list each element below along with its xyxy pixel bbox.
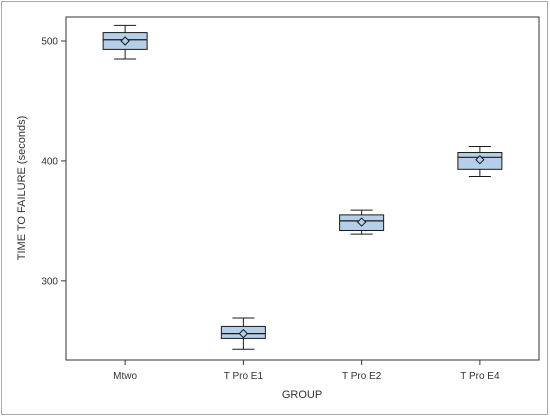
x-tick-label: Mtwo	[113, 371, 137, 382]
plot-area	[65, 16, 540, 361]
boxes	[102, 24, 503, 350]
y-axis: 300 400 500	[41, 36, 66, 287]
y-tick-label: 500	[41, 36, 58, 47]
x-axis-title: GROUP	[282, 389, 322, 401]
y-tick-label: 300	[41, 276, 58, 287]
mean-marker	[356, 217, 367, 227]
box-group	[102, 24, 148, 60]
mean-marker	[475, 155, 485, 165]
mean-marker	[238, 328, 249, 339]
x-tick-label: T Pro E4	[460, 371, 500, 382]
x-tick-label: T Pro E1	[224, 371, 264, 382]
box-group	[220, 317, 266, 350]
y-axis-title: TIME TO FAILURE (seconds)	[16, 116, 28, 260]
y-tick-label: 400	[41, 156, 58, 167]
box-group	[457, 146, 503, 178]
x-tick-label: T Pro E2	[342, 371, 382, 382]
x-axis: Mtwo T Pro E1 T Pro E2 T Pro E4	[113, 360, 500, 382]
box-group	[339, 209, 385, 235]
mean-marker	[120, 36, 130, 46]
